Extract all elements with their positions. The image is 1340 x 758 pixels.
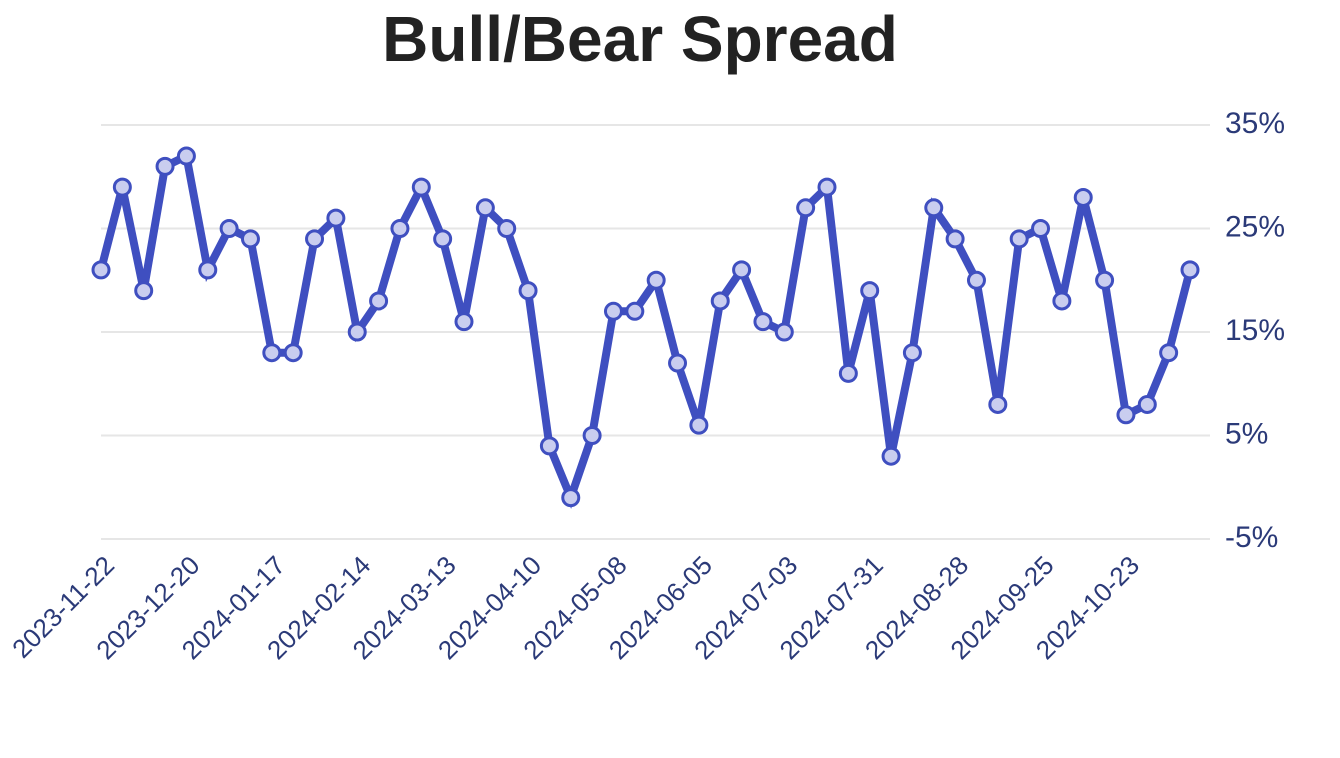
point <box>326 208 346 228</box>
point <box>774 322 794 342</box>
point <box>433 229 453 249</box>
y-tick-label: 35% <box>1225 107 1285 140</box>
point <box>817 177 837 197</box>
point <box>518 281 538 301</box>
point <box>945 229 965 249</box>
point <box>732 260 752 280</box>
point <box>1095 270 1115 290</box>
point <box>283 343 303 363</box>
point <box>625 301 645 321</box>
point <box>1052 291 1072 311</box>
y-tick-label: 5% <box>1225 417 1268 450</box>
point <box>262 343 282 363</box>
point <box>134 281 154 301</box>
point <box>155 156 175 176</box>
point <box>710 291 730 311</box>
point <box>646 270 666 290</box>
point <box>219 219 239 238</box>
point <box>988 394 1008 414</box>
point <box>497 219 517 238</box>
point <box>1116 405 1136 425</box>
point <box>924 198 944 218</box>
point <box>1137 394 1157 414</box>
point <box>582 426 602 445</box>
point <box>198 260 218 280</box>
point <box>454 312 474 332</box>
point <box>838 363 858 383</box>
y-tick-label: 25% <box>1225 210 1285 243</box>
chart-title: Bull/Bear Spread <box>382 3 898 75</box>
point <box>753 312 773 332</box>
point <box>902 343 922 363</box>
point <box>603 301 623 321</box>
point <box>176 146 196 166</box>
point <box>390 219 410 238</box>
point <box>689 415 709 435</box>
point <box>240 229 260 249</box>
point <box>305 229 325 249</box>
point <box>1159 343 1179 363</box>
point <box>411 177 431 197</box>
y-tick-label: 15% <box>1225 314 1285 347</box>
point <box>1180 260 1200 280</box>
y-tick-label: -5% <box>1225 521 1278 554</box>
point <box>860 281 880 301</box>
point <box>966 270 986 290</box>
point <box>881 446 901 466</box>
line <box>97 150 1194 509</box>
point <box>112 177 132 197</box>
point <box>1073 187 1093 207</box>
point <box>1009 229 1029 249</box>
point <box>668 353 688 373</box>
point <box>475 198 495 218</box>
point <box>1031 219 1051 238</box>
point <box>561 488 581 508</box>
point <box>369 291 389 311</box>
point <box>539 436 559 456</box>
point <box>347 322 367 342</box>
point <box>91 260 111 280</box>
point <box>796 198 816 218</box>
